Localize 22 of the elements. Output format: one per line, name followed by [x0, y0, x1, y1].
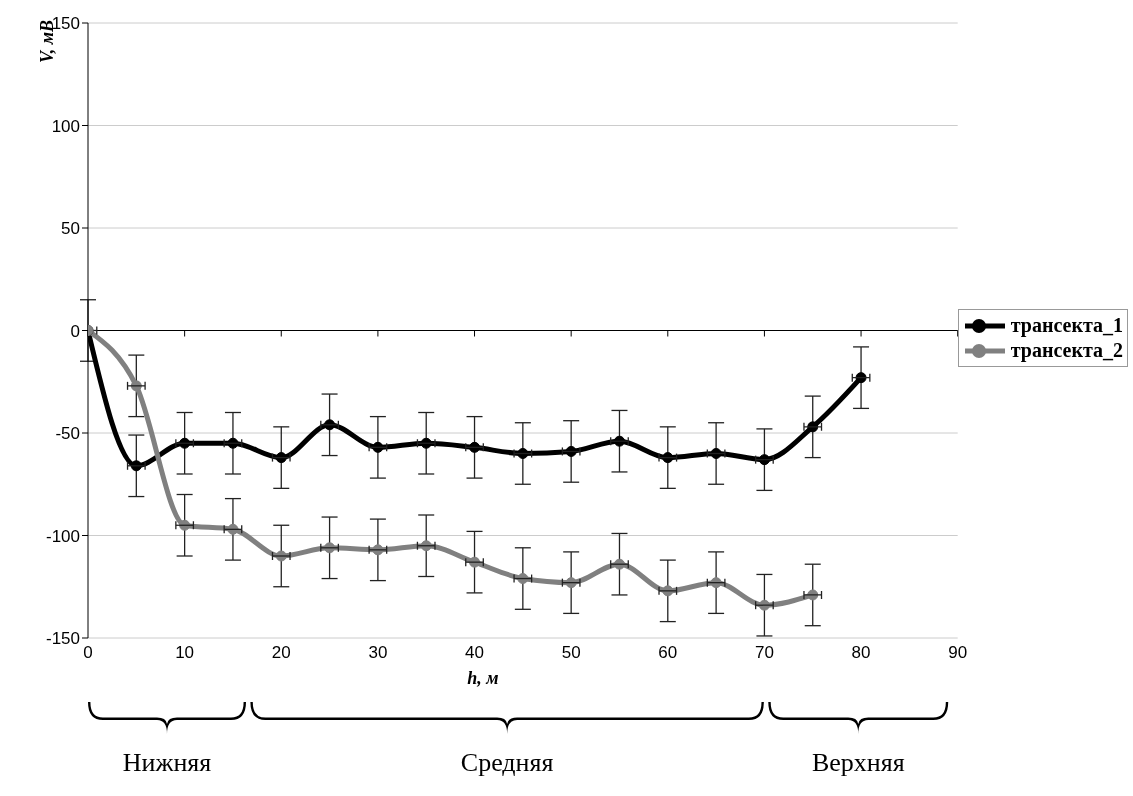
y-tick-label: -100	[45, 526, 80, 546]
y-tick-label: -50	[55, 424, 80, 444]
x-tick-label: 10	[175, 643, 195, 663]
x-tick-label: 90	[948, 643, 968, 663]
text: Верхняя	[810, 748, 906, 778]
x-axis-title: h, м	[466, 668, 500, 689]
legend-label: трансекта_2	[1010, 339, 1123, 362]
x-tick-label: 60	[658, 643, 678, 663]
x-tick-label: 30	[368, 643, 388, 663]
x-tick-label: 80	[851, 643, 871, 663]
y-tick-label: 100	[51, 116, 80, 136]
x-tick-label: 50	[561, 643, 581, 663]
x-tick-label: 20	[271, 643, 291, 663]
x-tick-label: 40	[465, 643, 484, 663]
y-tick-label: 0	[70, 321, 80, 341]
y-tick-label: -150	[45, 629, 80, 649]
legend-label: трансекта_1	[1010, 314, 1123, 337]
y-tick-label: 50	[61, 219, 80, 239]
text: Нижняя	[121, 748, 213, 778]
text: Средняя	[459, 748, 555, 778]
x-tick-label: 0	[83, 643, 93, 663]
x-tick-label: 70	[754, 643, 774, 663]
